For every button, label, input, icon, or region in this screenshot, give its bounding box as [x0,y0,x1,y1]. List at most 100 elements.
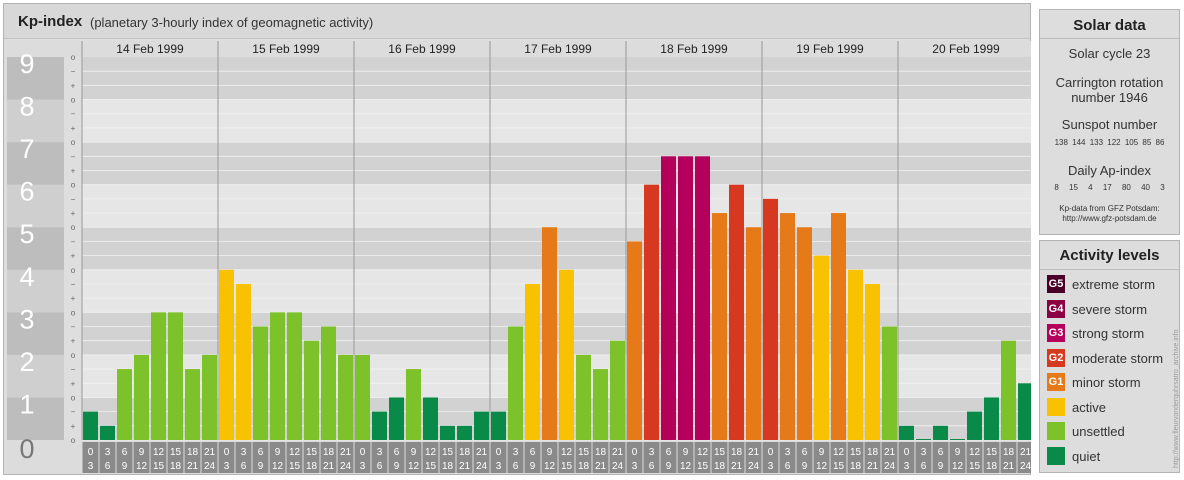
hour-start-label: 21 [476,447,488,458]
minor-tick-symbol: − [71,110,76,119]
kp-bar [134,354,149,440]
legend-label-unsettled: unsettled [1072,424,1125,439]
kp-bar [287,312,302,440]
hour-cell [473,442,490,473]
y-tick-label-4: 4 [19,262,34,292]
kp-bar [780,213,795,440]
kp-bar [576,354,591,440]
hour-start-label: 18 [187,447,199,458]
hour-end-label: 3 [768,461,774,472]
y-band [7,269,64,313]
hour-start-label: 0 [224,447,230,458]
y-tick-label-5: 5 [19,219,34,249]
hour-cell [201,442,218,473]
kp-bar [338,354,353,440]
hour-end-label: 3 [360,461,366,472]
hour-end-label: 3 [88,461,94,472]
minor-tick-symbol: + [71,379,76,388]
legend-label-g3: strong storm [1072,326,1145,341]
ap-title: Daily Ap-index [1067,163,1152,178]
hour-cell [745,442,762,473]
y-band [7,184,64,228]
kp-bar [712,213,727,440]
hour-cell [184,442,201,473]
hour-end-label: 9 [122,461,128,472]
hour-end-label: 9 [258,461,264,472]
hour-start-label: 18 [1003,447,1015,458]
hour-end-label: 12 [136,461,148,472]
kp-bar [542,227,557,440]
hour-end-label: 9 [666,461,672,472]
kp-bar [423,397,438,440]
hour-start-label: 0 [632,447,638,458]
hour-start-label: 6 [666,447,672,458]
y-tick-label-9: 9 [19,49,34,79]
hour-start-label: 21 [612,447,624,458]
kp-chart: 0123456789o+o+−o+−o+−o+−o+−o+−o+−o+−o−14… [7,41,1031,473]
hour-end-label: 15 [153,461,165,472]
hour-cell [507,442,524,473]
minor-tick-symbol: − [71,408,76,417]
hour-end-label: 12 [544,461,556,472]
kp-bar [746,227,761,440]
solar-data-title: Solar data [1073,17,1146,34]
sunspot-title: Sunspot number [1061,117,1158,132]
minor-tick-symbol: o [71,223,76,232]
hour-start-label: 15 [986,447,998,458]
legend-label-g1: minor storm [1072,375,1141,390]
hour-cell [354,442,371,473]
kp-bar [185,369,200,440]
hour-cell [762,442,779,473]
chart-title-bar: Kp-index (planetary 3-hourly index of ge… [4,4,1030,39]
kp-bar [474,411,489,440]
hour-end-label: 24 [340,461,352,472]
kp-bar [661,156,676,440]
legend-label-quiet: quiet [1072,448,1101,464]
minor-tick-symbol: + [71,209,76,218]
hour-cell [303,442,320,473]
minor-tick-symbol: + [71,166,76,175]
hour-end-label: 6 [513,461,519,472]
hour-start-label: 0 [496,447,502,458]
hour-cell [813,442,830,473]
plot-band [82,99,1031,143]
hour-end-label: 24 [204,461,216,472]
kp-bar [355,354,370,440]
minor-tick-symbol: − [71,237,76,246]
hour-end-label: 15 [289,461,301,472]
hour-end-label: 24 [476,461,488,472]
hour-start-label: 12 [425,447,437,458]
hour-start-label: 9 [139,447,145,458]
hour-start-label: 0 [904,447,910,458]
hour-start-label: 12 [969,447,981,458]
hour-start-label: 9 [955,447,961,458]
y-tick-label-0: 0 [19,434,34,464]
hour-end-label: 24 [1020,461,1031,472]
hour-cell [830,442,847,473]
hour-end-label: 21 [459,461,471,472]
minor-tick-symbol: o [71,436,76,445]
hour-end-label: 3 [224,461,230,472]
hour-cell [966,442,983,473]
hour-end-label: 12 [952,461,964,472]
hour-start-label: 6 [530,447,536,458]
kp-bar [831,213,846,440]
hour-start-label: 0 [88,447,94,458]
hour-cell [269,442,286,473]
kp-bar [406,369,421,440]
hour-end-label: 18 [986,461,998,472]
hour-end-label: 12 [408,461,420,472]
y-tick-label-1: 1 [19,389,34,419]
minor-tick-symbol: + [71,252,76,261]
hour-start-label: 0 [768,447,774,458]
hour-cell [847,442,864,473]
hour-start-label: 9 [819,447,825,458]
day-label: 15 Feb 1999 [252,42,320,56]
y-tick-label-6: 6 [19,177,34,207]
hour-start-label: 3 [241,447,247,458]
kp-bar [627,241,642,440]
hour-start-label: 15 [714,447,726,458]
hour-cell [864,442,881,473]
hour-cell [881,442,898,473]
hour-start-label: 21 [204,447,216,458]
